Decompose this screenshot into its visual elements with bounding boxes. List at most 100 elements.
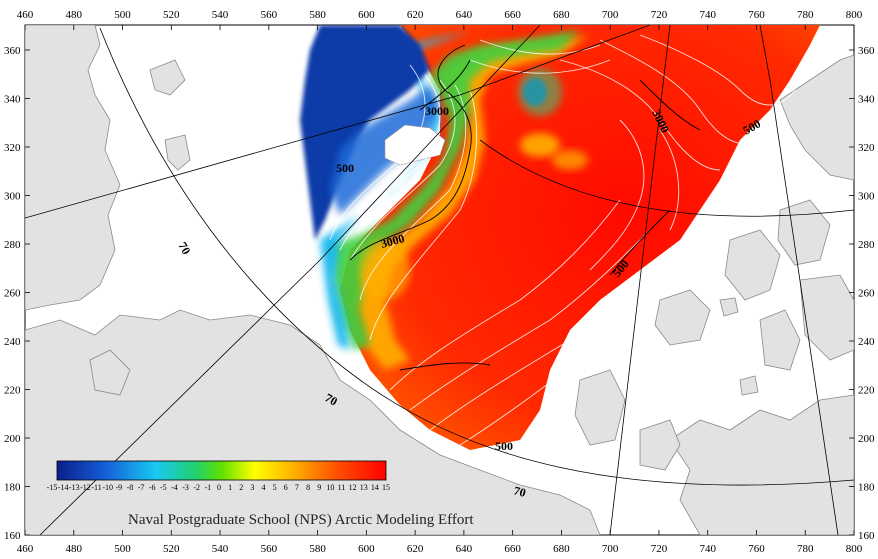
y-tick-label-right: 280 [858, 239, 875, 251]
isobath-500-south [399, 362, 491, 371]
colorbar-label: 15 [382, 483, 390, 492]
y-tick-label-left: 160 [4, 530, 21, 542]
colorbar-label: -11 [91, 483, 101, 492]
bathymetry-contours [329, 34, 796, 446]
y-tick-label-left: 320 [4, 142, 21, 154]
colorbar: -15 -14 -13 -12 -11 -10 -9 -8 -7 -6 -5 -4 -3 -2 -1 0 1 2 3… [47, 460, 390, 492]
colorbar-label: 12 [349, 483, 357, 492]
colorbar-label: 1 [228, 483, 232, 492]
colorbar-label: 9 [317, 483, 321, 492]
colorbar-label: -5 [160, 483, 167, 492]
land-east-small-1 [719, 297, 739, 317]
y-tick-label-left: 340 [4, 94, 21, 106]
x-tick-label-bottom: 620 [407, 543, 424, 555]
land-greenland [25, 25, 121, 311]
y-tick-label-right: 220 [858, 385, 875, 397]
colorbar-label: 13 [360, 483, 368, 492]
field-yellow-spot-2 [552, 150, 588, 170]
colorbar-label: 5 [273, 483, 277, 492]
colorbar-label: -1 [205, 483, 212, 492]
isobath-3000-west [349, 44, 472, 261]
colorbar-label: -14 [58, 483, 69, 492]
colorbar-label: 8 [306, 483, 310, 492]
x-tick-label-bottom: 600 [358, 543, 375, 555]
colorbar-label: 3 [250, 483, 254, 492]
land-east-islands-1 [654, 289, 711, 346]
colorbar-label: 11 [338, 483, 346, 492]
contour-label: 500 [495, 439, 513, 453]
x-tick-label-top: 760 [748, 9, 765, 21]
colorbar-label: 0 [217, 483, 221, 492]
field-transition-band [355, 35, 590, 370]
graticule [25, 25, 854, 535]
x-tick-label-bottom: 580 [309, 543, 326, 555]
axes: 4604604804805005005205205405405605605805… [4, 9, 875, 555]
field-green-spot [518, 68, 562, 116]
land-northeast [779, 54, 854, 181]
colorbar-label: 7 [295, 483, 299, 492]
colorbar-label: -2 [193, 483, 200, 492]
x-tick-label-top: 640 [456, 9, 473, 21]
x-tick-label-top: 740 [699, 9, 716, 21]
x-tick-label-top: 560 [261, 9, 278, 21]
meridian-4 [759, 25, 839, 535]
x-tick-label-top: 680 [553, 9, 570, 21]
meridian-2 [39, 25, 541, 535]
x-tick-label-top: 480 [66, 9, 83, 21]
colorbar-label: 2 [239, 483, 243, 492]
x-tick-label-bottom: 660 [504, 543, 521, 555]
land-east-small-2 [739, 375, 759, 396]
y-tick-label-right: 200 [858, 433, 875, 445]
parallel-arc [479, 139, 854, 217]
colorbar-label: -6 [149, 483, 156, 492]
y-tick-label-right: 240 [858, 336, 875, 348]
model-field [300, 25, 820, 450]
y-tick-label-right: 180 [858, 482, 875, 494]
x-tick-label-top: 500 [114, 9, 131, 21]
land-coast-lower-left [89, 349, 131, 396]
contour-label: 500 [336, 161, 354, 175]
y-tick-label-right: 260 [858, 288, 875, 300]
meridian-3 [609, 25, 671, 535]
x-tick-label-bottom: 720 [651, 543, 668, 555]
y-tick-label-left: 260 [4, 288, 21, 300]
x-tick-label-top: 460 [17, 9, 34, 21]
x-tick-label-top: 520 [163, 9, 180, 21]
y-tick-label-left: 360 [4, 45, 21, 57]
isobath-3000-east [639, 79, 701, 131]
colorbar-label: -10 [102, 483, 113, 492]
x-tick-label-bottom: 760 [748, 543, 765, 555]
colorbar-label: 10 [326, 483, 334, 492]
x-tick-label-top: 580 [309, 9, 326, 21]
credit-text: Naval Postgraduate School (NPS) Arctic M… [128, 512, 474, 528]
y-tick-label-right: 320 [858, 142, 875, 154]
y-tick-label-left: 280 [4, 239, 21, 251]
x-tick-label-top: 700 [602, 9, 619, 21]
x-tick-label-bottom: 540 [212, 543, 229, 555]
x-tick-label-bottom: 640 [456, 543, 473, 555]
contour-label: 70 [512, 483, 527, 500]
colorbar-label: -7 [138, 483, 145, 492]
land-island-west-2 [164, 134, 191, 171]
colorbar-label: 4 [262, 483, 266, 492]
land-island-west-1 [149, 59, 186, 96]
land-east-islands-4 [799, 274, 854, 361]
y-tick-label-left: 220 [4, 385, 21, 397]
x-tick-label-bottom: 500 [114, 543, 131, 555]
x-tick-label-top: 720 [651, 9, 668, 21]
y-tick-label-left: 300 [4, 191, 21, 203]
land-east-islands-7 [639, 419, 681, 471]
x-tick-label-bottom: 680 [553, 543, 570, 555]
colorbar-label: -13 [69, 483, 80, 492]
isobath-3000-north [419, 59, 471, 111]
colorbar-label: -3 [182, 483, 189, 492]
colorbar-label: -4 [171, 483, 178, 492]
x-tick-label-top: 780 [797, 9, 814, 21]
x-tick-label-bottom: 560 [261, 543, 278, 555]
colorbar-label: 6 [284, 483, 288, 492]
x-tick-label-bottom: 480 [66, 543, 83, 555]
land-east-main [669, 394, 854, 535]
field-green-band [330, 30, 580, 350]
y-tick-label-left: 180 [4, 482, 21, 494]
